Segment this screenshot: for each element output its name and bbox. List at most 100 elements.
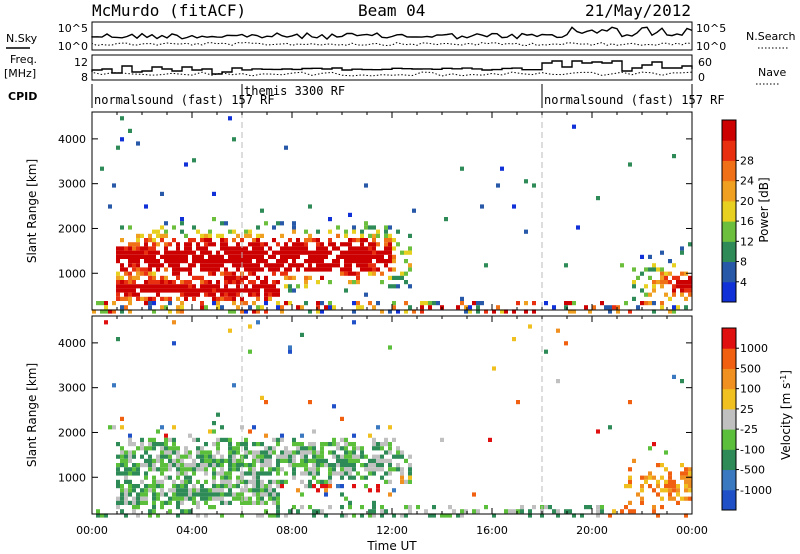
frequency-panel: 12 8 60 0 — [74, 54, 712, 84]
velocity-cell — [312, 509, 316, 514]
power-cell — [256, 309, 260, 314]
power-cell — [292, 288, 296, 293]
velocity-cell — [152, 475, 156, 480]
power-cell — [228, 280, 232, 285]
velocity-cell — [212, 442, 216, 447]
velocity-cell — [656, 479, 660, 484]
power-cell — [148, 275, 152, 280]
power-cell — [148, 246, 152, 251]
velocity-cell — [284, 513, 288, 518]
velocity-cell — [228, 458, 232, 463]
velocity-cell — [260, 463, 264, 468]
power-cell — [148, 296, 152, 301]
power-cell — [212, 301, 216, 306]
power-cell — [128, 284, 132, 289]
power-cell — [388, 250, 392, 255]
power-cell — [244, 284, 248, 289]
power-cell — [256, 246, 260, 251]
velocity-cell — [152, 500, 156, 505]
power-cell — [156, 259, 160, 264]
power-cell — [96, 301, 100, 306]
velocity-cell — [268, 458, 272, 463]
cpid-segment-label: normalsound (fast) 157 RF — [94, 93, 275, 107]
power-cell — [248, 263, 252, 268]
velocity-cell — [160, 425, 164, 430]
power-cell — [192, 259, 196, 264]
velocity-cell — [224, 475, 228, 480]
power-cell — [116, 288, 120, 293]
power-cell — [304, 284, 308, 289]
power-cell — [160, 225, 164, 230]
velocity-cell — [132, 488, 136, 493]
velocity-cell — [216, 496, 220, 501]
power-cell — [360, 229, 364, 234]
velocity-cell — [180, 471, 184, 476]
power-cell — [212, 242, 216, 247]
power-cell — [184, 246, 188, 251]
power-cell — [648, 254, 652, 259]
power-cell — [116, 296, 120, 301]
power-cell — [128, 292, 132, 297]
power-cell — [372, 254, 376, 259]
power-cell — [132, 250, 136, 255]
velocity-cell — [168, 463, 172, 468]
power-cell — [208, 292, 212, 297]
velocity-colorbar-tick: 25 — [740, 403, 754, 416]
power-cell — [292, 254, 296, 259]
velocity-cell — [332, 454, 336, 459]
power-cell — [148, 271, 152, 276]
velocity-cell — [312, 446, 316, 451]
velocity-cell — [372, 442, 376, 447]
velocity-cell — [136, 492, 140, 497]
power-cell — [152, 250, 156, 255]
velocity-cell — [348, 475, 352, 480]
velocity-cell — [296, 509, 300, 514]
velocity-cell — [184, 492, 188, 497]
velocity-cell — [236, 467, 240, 472]
velocity-cell — [248, 324, 252, 329]
velocity-cell — [116, 337, 120, 342]
velocity-cell — [180, 496, 184, 501]
power-cell — [348, 254, 352, 259]
power-cell — [248, 280, 252, 285]
velocity-cell — [160, 458, 164, 463]
power-cell — [336, 246, 340, 251]
power-cell — [296, 284, 300, 289]
velocity-cell — [380, 454, 384, 459]
power-cell — [232, 271, 236, 276]
velocity-cell — [340, 458, 344, 463]
power-cell — [268, 267, 272, 272]
velocity-cell — [204, 492, 208, 497]
power-cell — [232, 301, 236, 306]
velocity-cell — [304, 467, 308, 472]
velocity-cell — [160, 467, 164, 472]
power-cell — [244, 275, 248, 280]
power-cell — [152, 254, 156, 259]
power-cell — [672, 288, 676, 293]
power-cell — [652, 263, 656, 268]
velocity-cell — [672, 488, 676, 493]
velocity-cell — [192, 492, 196, 497]
power-cell — [228, 254, 232, 259]
velocity-cell — [396, 450, 400, 455]
velocity-cell — [684, 479, 688, 484]
power-cell — [212, 263, 216, 268]
power-cell — [284, 259, 288, 264]
power-cell — [236, 259, 240, 264]
power-cell — [288, 288, 292, 293]
velocity-cell — [304, 446, 308, 451]
power-cell — [136, 246, 140, 251]
power-ytick-label: 4000 — [58, 133, 86, 146]
velocity-cell — [348, 454, 352, 459]
power-cell — [264, 250, 268, 255]
power-cell — [248, 267, 252, 272]
power-cell — [232, 259, 236, 264]
velocity-cell — [300, 450, 304, 455]
velocity-cell — [404, 505, 408, 510]
power-cell — [136, 254, 140, 259]
power-cell — [360, 250, 364, 255]
power-cell — [264, 296, 268, 301]
velocity-cell — [180, 492, 184, 497]
velocity-cell — [544, 349, 548, 354]
power-cell — [568, 309, 572, 314]
